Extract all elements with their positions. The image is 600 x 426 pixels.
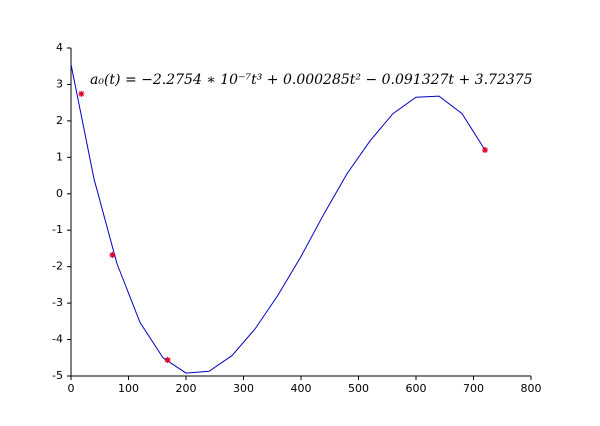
data-point	[164, 356, 171, 363]
x-tick-label: 600	[406, 382, 427, 395]
y-tick-label: -1	[52, 223, 63, 236]
annotation: a₀(t) = −2.2754 ∗ 10⁻⁷t³ + 0.000285t² − …	[90, 72, 533, 88]
y-tick-label: 1	[56, 150, 63, 163]
x-tick-label: 700	[463, 382, 484, 395]
data-point	[78, 90, 85, 97]
x-tick-label: 100	[118, 382, 139, 395]
data-point	[482, 147, 488, 154]
y-tick-label: 3	[56, 77, 63, 90]
y-tick-label: 2	[56, 114, 63, 127]
data-point	[109, 252, 116, 259]
x-tick-label: 500	[348, 382, 369, 395]
fit-line	[70, 64, 486, 374]
y-tick-label: -3	[52, 296, 63, 309]
x-tick-label: 300	[233, 382, 254, 395]
x-tick-label: 0	[68, 382, 75, 395]
x-tick-label: 400	[291, 382, 312, 395]
y-tick-label: -4	[52, 333, 63, 346]
y-tick-label: 4	[56, 41, 63, 54]
x-tick-label: 200	[176, 382, 197, 395]
x-tick-label: 800	[521, 382, 542, 395]
y-tick-label: -2	[52, 260, 63, 273]
y-tick-label: -5	[52, 369, 63, 382]
y-tick-label: 0	[56, 187, 63, 200]
